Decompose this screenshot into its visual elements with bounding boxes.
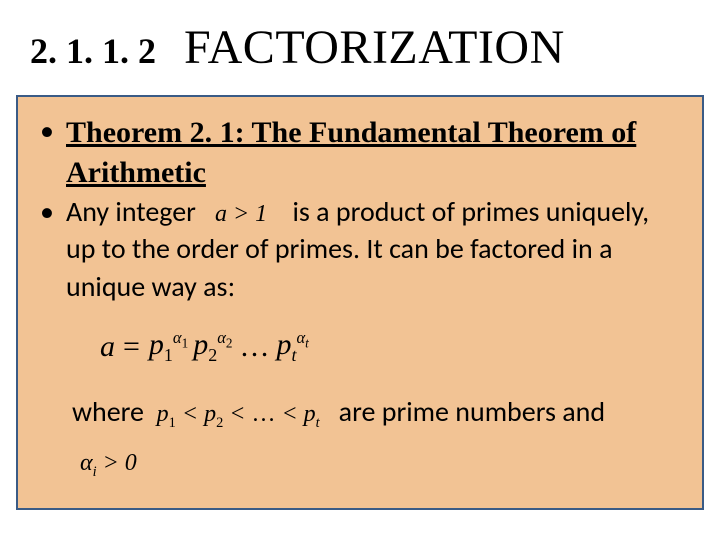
bullet-theorem: • Theorem 2. 1: The Fundamental Theorem … (40, 113, 680, 192)
where-row: where p1 < p2 < … < pt are prime numbers… (40, 374, 680, 433)
section-number: 2. 1. 1. 2 (30, 30, 156, 72)
period-1: . (353, 234, 360, 265)
where-pre: where (72, 394, 144, 429)
colon: : (228, 272, 236, 303)
p2: p2α2 (193, 325, 232, 368)
stmt-pre: Any integer (66, 194, 196, 229)
math-a-gt-1: a > 1 (215, 201, 267, 227)
math-alpha-gt-0: αi > 0 (80, 450, 137, 476)
dots-formula: … (239, 327, 269, 367)
statement-text: Any integer a > 1 is a product of primes… (66, 194, 680, 307)
content-box: • Theorem 2. 1: The Fundamental Theorem … (16, 95, 704, 510)
bullet-statement: • Any integer a > 1 is a product of prim… (40, 194, 680, 307)
pt: ptαt (276, 325, 308, 368)
page-heading: 2. 1. 1. 2 FACTORIZATION (0, 0, 720, 75)
theorem-title: Theorem 2. 1: The Fundamental Theorem of… (66, 113, 680, 192)
bullet-dot: • (40, 113, 66, 192)
formula: a = p1α1 p2α2 … ptαt (40, 309, 680, 374)
equals: = (123, 327, 140, 367)
page-title: FACTORIZATION (184, 20, 565, 75)
math-p-ordering: p1 < p2 < … < pt (157, 401, 320, 427)
where-post: are prime numbers and (339, 394, 605, 429)
p1: p1α1 (149, 325, 188, 368)
alpha-row: αi > 0 (40, 433, 680, 482)
bullet-dot: • (40, 194, 66, 307)
formula-a: a (100, 327, 115, 367)
